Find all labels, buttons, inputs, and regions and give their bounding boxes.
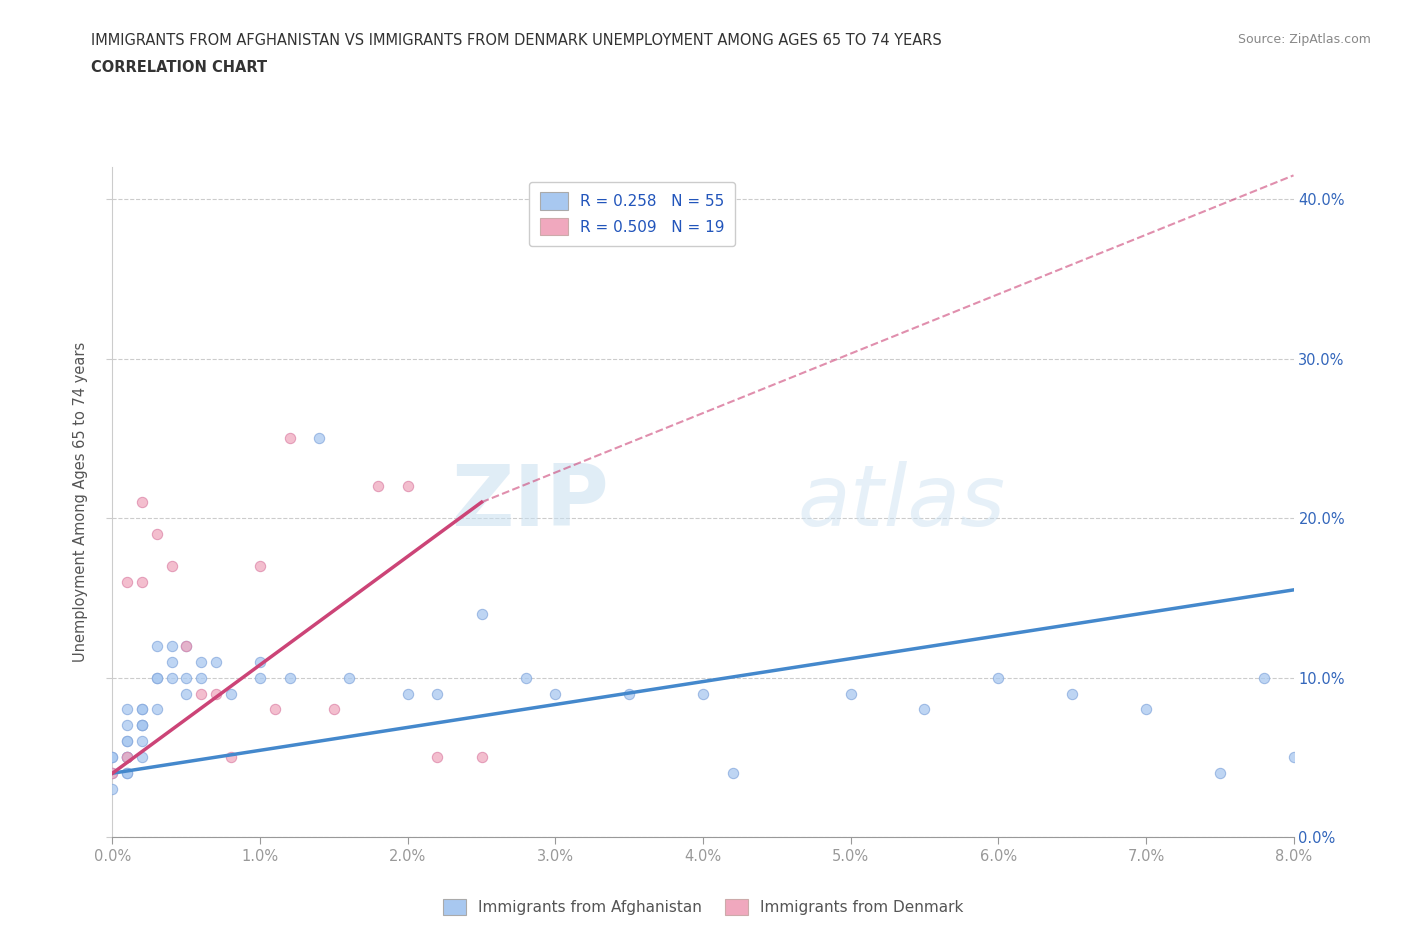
Point bbox=[131, 750, 153, 764]
Point bbox=[131, 718, 153, 733]
Text: ZIP: ZIP bbox=[451, 460, 609, 544]
Point bbox=[146, 702, 169, 717]
Point bbox=[190, 686, 212, 701]
Point bbox=[117, 750, 138, 764]
Point bbox=[174, 638, 197, 653]
Point bbox=[544, 686, 567, 701]
Point bbox=[160, 654, 183, 669]
Point bbox=[174, 671, 197, 685]
Point bbox=[101, 782, 124, 797]
Point bbox=[396, 479, 419, 494]
Point bbox=[839, 686, 862, 701]
Point bbox=[1062, 686, 1084, 701]
Point bbox=[337, 671, 360, 685]
Point bbox=[396, 686, 419, 701]
Point bbox=[471, 606, 494, 621]
Point bbox=[117, 702, 138, 717]
Point bbox=[205, 686, 228, 701]
Point bbox=[117, 750, 138, 764]
Point bbox=[426, 750, 449, 764]
Point bbox=[131, 718, 153, 733]
Point bbox=[117, 734, 138, 749]
Point bbox=[515, 671, 537, 685]
Point bbox=[117, 734, 138, 749]
Point bbox=[219, 750, 242, 764]
Point bbox=[117, 765, 138, 780]
Text: atlas: atlas bbox=[797, 460, 1005, 544]
Point bbox=[146, 671, 169, 685]
Point bbox=[249, 559, 271, 574]
Point bbox=[146, 526, 169, 541]
Point bbox=[131, 495, 153, 510]
Point bbox=[205, 654, 228, 669]
Point bbox=[101, 750, 124, 764]
Point bbox=[131, 702, 153, 717]
Point bbox=[308, 431, 330, 445]
Point bbox=[160, 559, 183, 574]
Legend: Immigrants from Afghanistan, Immigrants from Denmark: Immigrants from Afghanistan, Immigrants … bbox=[434, 892, 972, 923]
Point bbox=[692, 686, 714, 701]
Point bbox=[160, 638, 183, 653]
Text: CORRELATION CHART: CORRELATION CHART bbox=[91, 60, 267, 75]
Point bbox=[190, 671, 212, 685]
Point bbox=[101, 765, 124, 780]
Point bbox=[131, 718, 153, 733]
Point bbox=[117, 765, 138, 780]
Point bbox=[190, 654, 212, 669]
Point bbox=[1282, 750, 1305, 764]
Point bbox=[101, 750, 124, 764]
Point bbox=[160, 671, 183, 685]
Point bbox=[721, 765, 744, 780]
Point bbox=[219, 686, 242, 701]
Text: IMMIGRANTS FROM AFGHANISTAN VS IMMIGRANTS FROM DENMARK UNEMPLOYMENT AMONG AGES 6: IMMIGRANTS FROM AFGHANISTAN VS IMMIGRANT… bbox=[91, 33, 942, 47]
Point bbox=[1253, 671, 1275, 685]
Point bbox=[117, 750, 138, 764]
Point bbox=[249, 671, 271, 685]
Point bbox=[471, 750, 494, 764]
Point bbox=[174, 686, 197, 701]
Point bbox=[131, 734, 153, 749]
Point bbox=[1135, 702, 1157, 717]
Point bbox=[1208, 765, 1232, 780]
Point bbox=[117, 718, 138, 733]
Point bbox=[117, 750, 138, 764]
Point bbox=[264, 702, 287, 717]
Point bbox=[367, 479, 389, 494]
Point bbox=[131, 575, 153, 590]
Point bbox=[174, 638, 197, 653]
Point bbox=[146, 638, 169, 653]
Point bbox=[619, 686, 641, 701]
Point bbox=[914, 702, 936, 717]
Point bbox=[117, 575, 138, 590]
Point bbox=[146, 671, 169, 685]
Point bbox=[278, 431, 301, 445]
Point bbox=[278, 671, 301, 685]
Y-axis label: Unemployment Among Ages 65 to 74 years: Unemployment Among Ages 65 to 74 years bbox=[73, 342, 89, 662]
Point bbox=[101, 765, 124, 780]
Text: Source: ZipAtlas.com: Source: ZipAtlas.com bbox=[1237, 33, 1371, 46]
Point bbox=[323, 702, 346, 717]
Point bbox=[426, 686, 449, 701]
Point bbox=[249, 654, 271, 669]
Point bbox=[131, 702, 153, 717]
Point bbox=[987, 671, 1010, 685]
